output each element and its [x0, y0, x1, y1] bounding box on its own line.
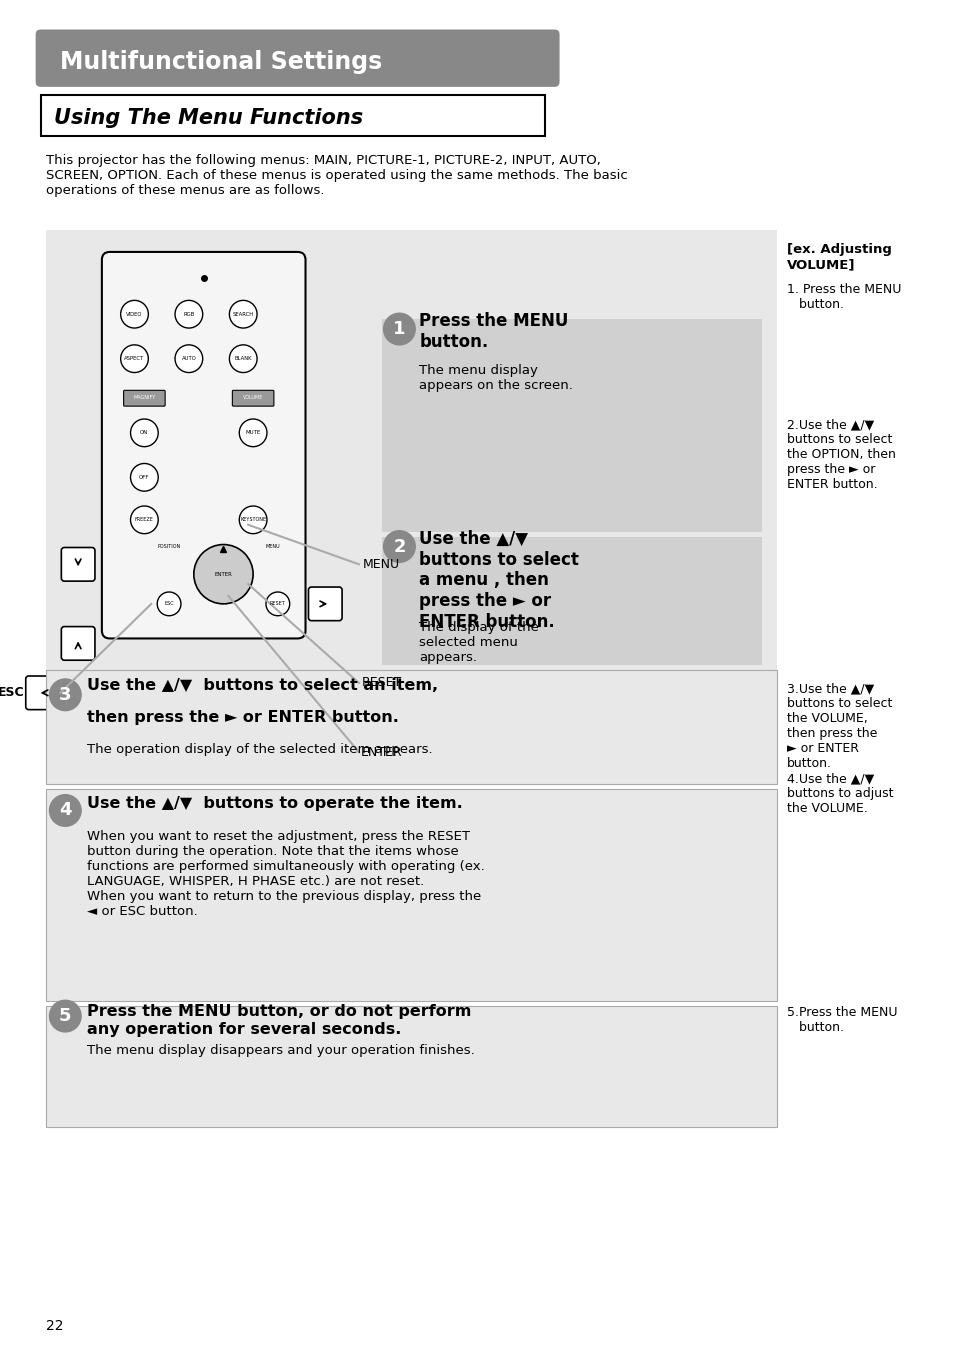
- FancyBboxPatch shape: [308, 587, 342, 621]
- Text: POSITION: POSITION: [157, 545, 180, 550]
- FancyBboxPatch shape: [26, 676, 59, 710]
- Text: 1: 1: [393, 320, 405, 337]
- Circle shape: [131, 419, 158, 447]
- Circle shape: [131, 505, 158, 534]
- Text: ENTER: ENTER: [360, 745, 402, 759]
- Text: The menu display
appears on the screen.: The menu display appears on the screen.: [418, 363, 573, 392]
- Circle shape: [383, 531, 415, 562]
- Text: ENTER: ENTER: [214, 572, 233, 577]
- Text: MENU: MENU: [265, 545, 280, 550]
- Text: RESET: RESET: [270, 602, 285, 606]
- Circle shape: [120, 301, 148, 328]
- Text: VIDEO: VIDEO: [126, 312, 143, 317]
- Text: SEARCH: SEARCH: [233, 312, 253, 317]
- Text: VOLUME: VOLUME: [243, 394, 263, 400]
- Circle shape: [174, 346, 202, 373]
- Text: [ex. Adjusting
VOLUME]: [ex. Adjusting VOLUME]: [786, 243, 891, 271]
- Circle shape: [239, 419, 267, 447]
- Text: Press the MENU button, or do not perform
any operation for several seconds.: Press the MENU button, or do not perform…: [87, 1004, 471, 1037]
- Text: This projector has the following menus: MAIN, PICTURE-1, PICTURE-2, INPUT, AUTO,: This projector has the following menus: …: [46, 154, 627, 196]
- Text: then press the ► or ENTER button.: then press the ► or ENTER button.: [87, 710, 398, 725]
- Text: Press the MENU
button.: Press the MENU button.: [418, 312, 568, 351]
- Text: 3: 3: [59, 686, 71, 703]
- Circle shape: [50, 1000, 81, 1033]
- Text: FREEZE: FREEZE: [134, 518, 153, 522]
- FancyBboxPatch shape: [46, 789, 777, 1001]
- Circle shape: [50, 794, 81, 827]
- Text: When you want to reset the adjustment, press the RESET
button during the operati: When you want to reset the adjustment, p…: [87, 831, 484, 919]
- Text: Multifunctional Settings: Multifunctional Settings: [60, 50, 382, 75]
- FancyBboxPatch shape: [233, 390, 274, 406]
- Circle shape: [50, 679, 81, 710]
- Text: RGB: RGB: [183, 312, 194, 317]
- Text: The menu display disappears and your operation finishes.: The menu display disappears and your ope…: [87, 1043, 475, 1057]
- Text: MUTE: MUTE: [245, 431, 260, 435]
- Text: ASPECT: ASPECT: [124, 356, 145, 362]
- FancyBboxPatch shape: [41, 95, 544, 137]
- Circle shape: [174, 301, 202, 328]
- FancyBboxPatch shape: [102, 252, 305, 638]
- Text: 3.Use the ▲/▼
buttons to select
the VOLUME,
then press the
► or ENTER
button.
4.: 3.Use the ▲/▼ buttons to select the VOLU…: [786, 682, 893, 814]
- Circle shape: [383, 313, 415, 346]
- FancyBboxPatch shape: [46, 1007, 777, 1127]
- Text: 22: 22: [46, 1320, 63, 1333]
- Text: ESC: ESC: [0, 687, 24, 699]
- Text: 1. Press the MENU
   button.: 1. Press the MENU button.: [786, 283, 901, 310]
- Circle shape: [229, 346, 256, 373]
- Text: Use the ▲/▼
buttons to select
a menu , then
press the ► or
ENTER button.: Use the ▲/▼ buttons to select a menu , t…: [418, 530, 578, 631]
- Text: The display of the
selected menu
appears.: The display of the selected menu appears…: [418, 621, 538, 664]
- FancyBboxPatch shape: [124, 390, 165, 406]
- FancyBboxPatch shape: [61, 626, 95, 660]
- Text: Using The Menu Functions: Using The Menu Functions: [54, 108, 363, 129]
- Text: RESET: RESET: [361, 676, 401, 690]
- FancyBboxPatch shape: [46, 671, 777, 783]
- Text: Use the ▲/▼  buttons to operate the item.: Use the ▲/▼ buttons to operate the item.: [87, 795, 462, 810]
- FancyBboxPatch shape: [381, 320, 761, 531]
- FancyBboxPatch shape: [61, 547, 95, 581]
- Text: 2.Use the ▲/▼
buttons to select
the OPTION, then
press the ► or
ENTER button.: 2.Use the ▲/▼ buttons to select the OPTI…: [786, 417, 895, 491]
- Text: ESC: ESC: [164, 602, 173, 606]
- Text: ON: ON: [140, 431, 149, 435]
- Text: The operation display of the selected item appears.: The operation display of the selected it…: [87, 744, 433, 756]
- Text: 4: 4: [59, 801, 71, 820]
- Circle shape: [266, 592, 290, 615]
- Text: MENU: MENU: [363, 558, 399, 570]
- Text: OFF: OFF: [139, 474, 150, 480]
- Text: Use the ▲/▼  buttons to select an item,: Use the ▲/▼ buttons to select an item,: [87, 678, 437, 692]
- Text: KEYSTONE: KEYSTONE: [240, 518, 266, 522]
- Text: AUTO: AUTO: [181, 356, 196, 362]
- Circle shape: [131, 463, 158, 491]
- Text: MAGNIFY: MAGNIFY: [133, 394, 155, 400]
- Circle shape: [193, 545, 253, 604]
- FancyBboxPatch shape: [35, 30, 559, 87]
- Circle shape: [120, 346, 148, 373]
- Circle shape: [229, 301, 256, 328]
- Circle shape: [157, 592, 181, 615]
- Text: 5.Press the MENU
   button.: 5.Press the MENU button.: [786, 1007, 897, 1034]
- FancyBboxPatch shape: [381, 537, 761, 665]
- Text: BLANK: BLANK: [234, 356, 252, 362]
- FancyBboxPatch shape: [46, 230, 777, 671]
- Circle shape: [239, 505, 267, 534]
- Text: 2: 2: [393, 538, 405, 556]
- Text: 5: 5: [59, 1007, 71, 1026]
